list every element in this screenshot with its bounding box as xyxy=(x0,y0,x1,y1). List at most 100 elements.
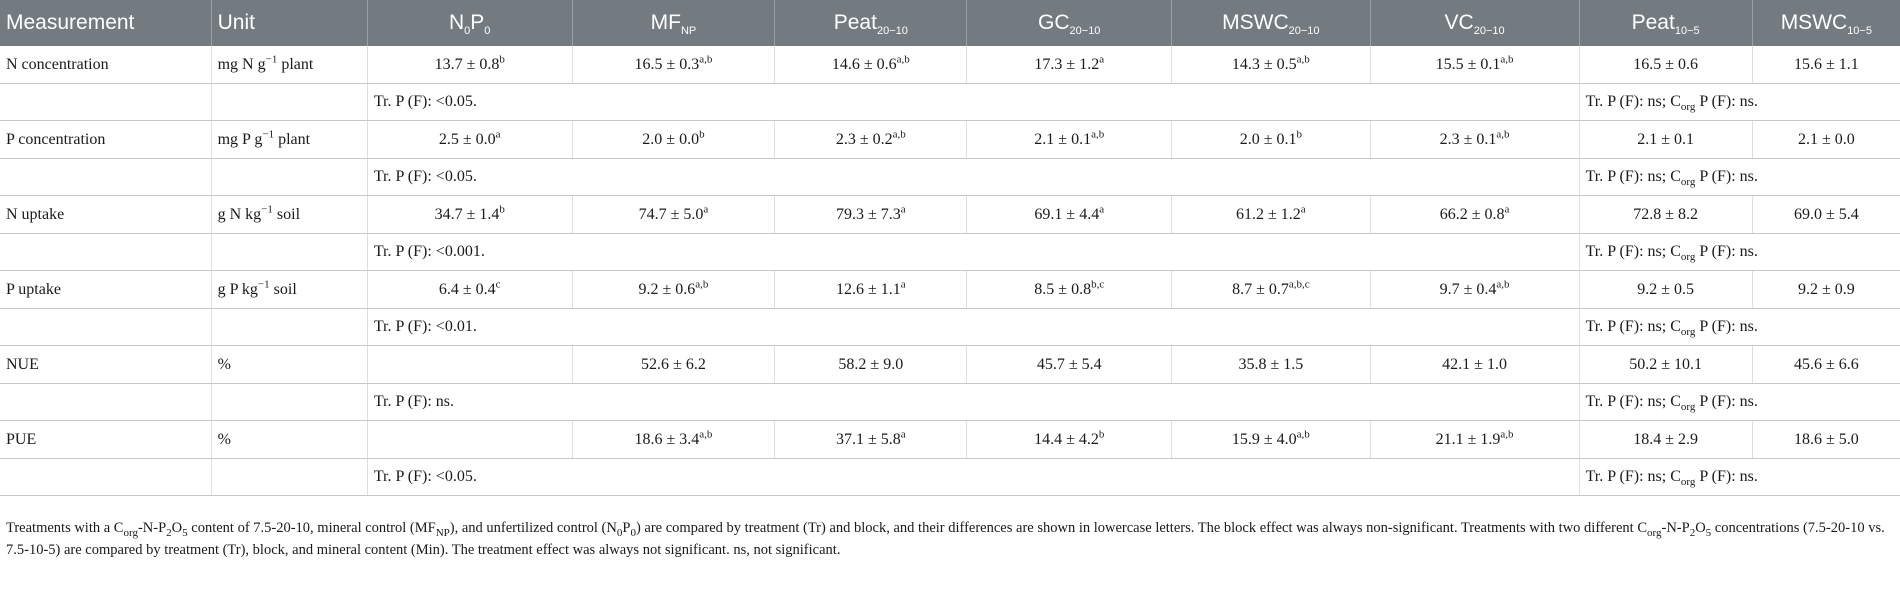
empty-cell xyxy=(211,233,368,271)
value-cell: 18.6 ± 5.0 xyxy=(1752,420,1900,459)
value-cell: 79.3 ± 7.3a xyxy=(774,195,968,234)
empty-cell xyxy=(211,83,368,121)
stat-row: Tr. P (F): <0.05. Tr. P (F): ns; Corg P (… xyxy=(0,458,1900,496)
header-treatment: GC20−10 xyxy=(966,0,1173,46)
value-cell: 69.1 ± 4.4a xyxy=(966,195,1173,234)
table-row: P concentration mg P g−1 plant 2.5 ± 0.0a 2… xyxy=(0,120,1900,159)
header-treatment: MFNP xyxy=(572,0,776,46)
unit-cell: mg N g−1 plant xyxy=(211,46,368,84)
value-cell: 18.6 ± 3.4a,b xyxy=(572,420,776,459)
value-cell: 66.2 ± 0.8a xyxy=(1370,195,1580,234)
measurement-cell: N uptake xyxy=(0,195,212,234)
header-treatment: Peat20−10 xyxy=(774,0,968,46)
value-cell: 9.2 ± 0.5 xyxy=(1579,270,1753,309)
empty-cell xyxy=(211,158,368,196)
table-row: P uptake g P kg−1 soil 6.4 ± 0.4c 9.2 ± 0.6… xyxy=(0,270,1900,309)
stat-treatment-cell: Tr. P (F): <0.01. xyxy=(367,308,1580,346)
value-cell: 2.1 ± 0.1a,b xyxy=(966,120,1173,159)
value-cell xyxy=(367,420,573,459)
stat-concentration-cell: Tr. P (F): ns; Corg P (F): ns. xyxy=(1579,233,1900,271)
value-cell: 16.5 ± 0.3a,b xyxy=(572,46,776,84)
value-cell: 14.3 ± 0.5a,b xyxy=(1171,46,1371,84)
empty-cell xyxy=(211,308,368,346)
unit-cell: % xyxy=(211,420,368,459)
value-cell: 18.4 ± 2.9 xyxy=(1579,420,1753,459)
value-cell: 6.4 ± 0.4c xyxy=(367,270,573,309)
table-body: N concentration mg N g−1 plant 13.7 ± 0.8b… xyxy=(0,46,1900,496)
value-cell: 12.6 ± 1.1a xyxy=(774,270,968,309)
value-cell: 45.7 ± 5.4 xyxy=(966,345,1173,384)
empty-cell xyxy=(211,458,368,496)
stat-treatment-cell: Tr. P (F): ns. xyxy=(367,383,1580,421)
value-cell: 35.8 ± 1.5 xyxy=(1171,345,1371,384)
value-cell: 21.1 ± 1.9a,b xyxy=(1370,420,1580,459)
results-table: Measurement Unit N0P0 MFNP Peat20−10 GC2… xyxy=(0,0,1900,496)
value-cell: 13.7 ± 0.8b xyxy=(367,46,573,84)
measurement-cell: NUE xyxy=(0,345,212,384)
stat-row: Tr. P (F): <0.001. Tr. P (F): ns; Corg P … xyxy=(0,233,1900,271)
value-cell: 15.9 ± 4.0a,b xyxy=(1171,420,1371,459)
value-cell: 9.2 ± 0.6a,b xyxy=(572,270,776,309)
stat-treatment-cell: Tr. P (F): <0.001. xyxy=(367,233,1580,271)
header-treatment: Peat10−5 xyxy=(1579,0,1753,46)
stat-row: Tr. P (F): <0.01. Tr. P (F): ns; Corg P (… xyxy=(0,308,1900,346)
table-row: N concentration mg N g−1 plant 13.7 ± 0.8b… xyxy=(0,46,1900,84)
value-cell: 15.6 ± 1.1 xyxy=(1752,46,1900,84)
value-cell: 42.1 ± 1.0 xyxy=(1370,345,1580,384)
value-cell: 50.2 ± 10.1 xyxy=(1579,345,1753,384)
empty-cell xyxy=(0,308,212,346)
stat-concentration-cell: Tr. P (F): ns; Corg P (F): ns. xyxy=(1579,158,1900,196)
stat-treatment-cell: Tr. P (F): <0.05. xyxy=(367,83,1580,121)
stat-concentration-cell: Tr. P (F): ns; Corg P (F): ns. xyxy=(1579,308,1900,346)
value-cell: 37.1 ± 5.8a xyxy=(774,420,968,459)
stat-row: Tr. P (F): <0.05. Tr. P (F): ns; Corg P (… xyxy=(0,158,1900,196)
stat-row: Tr. P (F): <0.05. Tr. P (F): ns; Corg P (… xyxy=(0,83,1900,121)
empty-cell xyxy=(211,383,368,421)
empty-cell xyxy=(0,458,212,496)
value-cell: 58.2 ± 9.0 xyxy=(774,345,968,384)
measurement-cell: P uptake xyxy=(0,270,212,309)
empty-cell xyxy=(0,83,212,121)
header-treatment: MSWC10−5 xyxy=(1752,0,1900,46)
value-cell: 61.2 ± 1.2a xyxy=(1171,195,1371,234)
value-cell: 8.7 ± 0.7a,b,c xyxy=(1171,270,1371,309)
value-cell: 9.7 ± 0.4a,b xyxy=(1370,270,1580,309)
measurement-cell: PUE xyxy=(0,420,212,459)
value-cell: 52.6 ± 6.2 xyxy=(572,345,776,384)
value-cell: 2.3 ± 0.1a,b xyxy=(1370,120,1580,159)
header-unit: Unit xyxy=(211,0,368,46)
value-cell: 34.7 ± 1.4b xyxy=(367,195,573,234)
empty-cell xyxy=(0,383,212,421)
stat-row: Tr. P (F): ns. Tr. P (F): ns; Corg P (F):… xyxy=(0,383,1900,421)
stat-treatment-cell: Tr. P (F): <0.05. xyxy=(367,458,1580,496)
header-measurement: Measurement xyxy=(0,0,212,46)
value-cell: 74.7 ± 5.0a xyxy=(572,195,776,234)
value-cell: 2.1 ± 0.1 xyxy=(1579,120,1753,159)
stat-concentration-cell: Tr. P (F): ns; Corg P (F): ns. xyxy=(1579,83,1900,121)
stat-concentration-cell: Tr. P (F): ns; Corg P (F): ns. xyxy=(1579,383,1900,421)
unit-cell: % xyxy=(211,345,368,384)
value-cell: 69.0 ± 5.4 xyxy=(1752,195,1900,234)
unit-cell: mg P g−1 plant xyxy=(211,120,368,159)
value-cell: 14.6 ± 0.6a,b xyxy=(774,46,968,84)
value-cell: 2.0 ± 0.1b xyxy=(1171,120,1371,159)
value-cell: 2.5 ± 0.0a xyxy=(367,120,573,159)
header-treatment: VC20−10 xyxy=(1370,0,1580,46)
value-cell: 2.3 ± 0.2a,b xyxy=(774,120,968,159)
value-cell: 17.3 ± 1.2a xyxy=(966,46,1173,84)
unit-cell: g N kg−1 soil xyxy=(211,195,368,234)
table-row: N uptake g N kg−1 soil 34.7 ± 1.4b 74.7 ± 5… xyxy=(0,195,1900,234)
value-cell xyxy=(367,345,573,384)
empty-cell xyxy=(0,158,212,196)
value-cell: 45.6 ± 6.6 xyxy=(1752,345,1900,384)
header-treatment: MSWC20−10 xyxy=(1171,0,1371,46)
value-cell: 15.5 ± 0.1a,b xyxy=(1370,46,1580,84)
measurement-cell: N concentration xyxy=(0,46,212,84)
unit-cell: g P kg−1 soil xyxy=(211,270,368,309)
empty-cell xyxy=(0,233,212,271)
value-cell: 16.5 ± 0.6 xyxy=(1579,46,1753,84)
value-cell: 9.2 ± 0.9 xyxy=(1752,270,1900,309)
value-cell: 2.0 ± 0.0b xyxy=(572,120,776,159)
stat-concentration-cell: Tr. P (F): ns; Corg P (F): ns. xyxy=(1579,458,1900,496)
